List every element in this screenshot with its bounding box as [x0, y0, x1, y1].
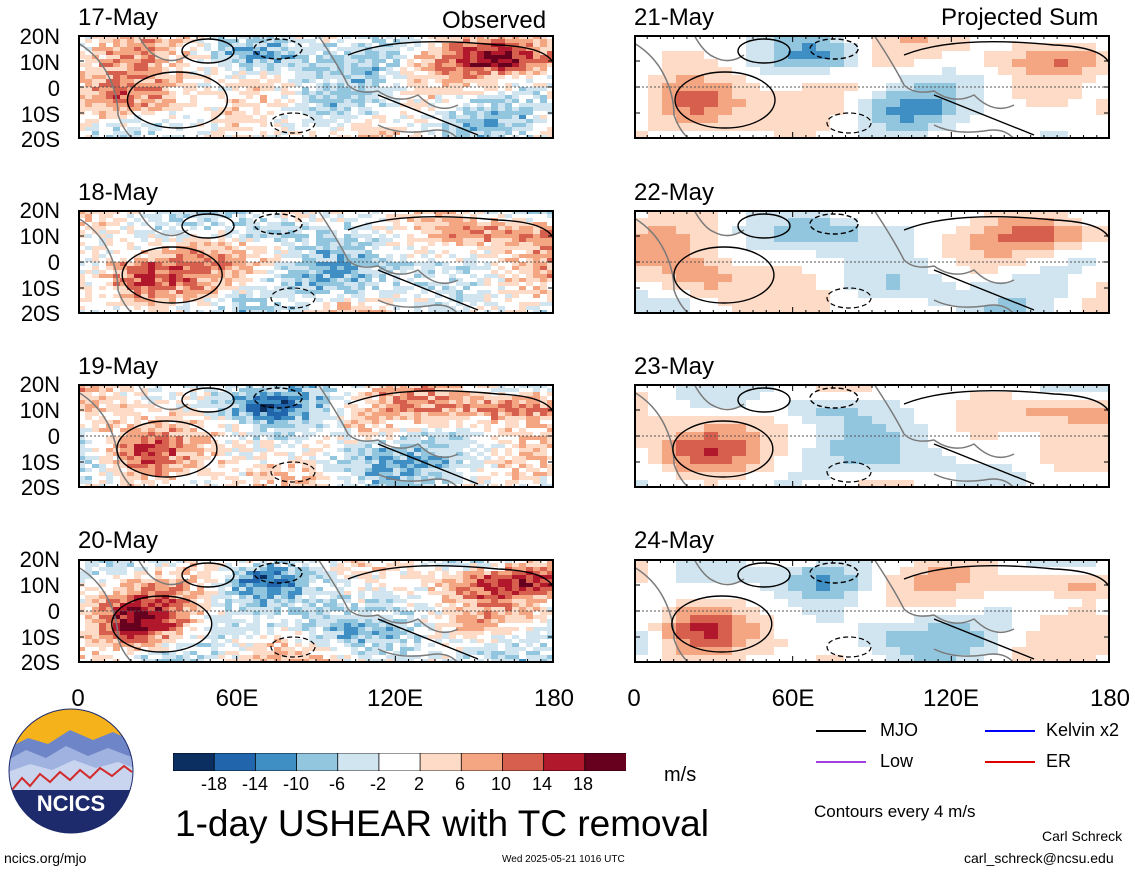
colorbar-units: m/s: [664, 764, 697, 786]
footer-email[interactable]: carl_schreck@ncsu.edu: [964, 850, 1114, 866]
colorbar-swatch: [337, 753, 380, 771]
legend-label-er: ER: [1046, 751, 1072, 771]
map-panel-observed-2: [78, 210, 554, 314]
lat-label: 20S: [20, 301, 60, 326]
lat-label: 10S: [20, 625, 60, 650]
map-panel-projected-2: [634, 210, 1110, 314]
legend-label-kelvin: Kelvin x2: [1046, 720, 1120, 740]
colorbar-label: -14: [241, 774, 268, 794]
lon-label: 180: [533, 685, 575, 712]
lon-label: 180: [1089, 685, 1131, 712]
lat-label: 10S: [20, 450, 60, 475]
colorbar-swatch: [460, 753, 504, 771]
lat-label: 0: [47, 599, 60, 624]
date-label-left-4: 20-May: [78, 527, 159, 554]
legend-swatch-low: [816, 761, 866, 763]
colorbar-label: 18: [572, 774, 594, 794]
map-panel-projected-1: [634, 35, 1110, 139]
legend-swatch-kelvin: [985, 730, 1035, 732]
colorbar-label: -6: [328, 774, 345, 794]
lat-label: 0: [47, 250, 60, 275]
colorbar-label: -2: [369, 774, 386, 794]
lat-label: 0: [47, 76, 60, 101]
map-panel-observed-3: [78, 384, 554, 488]
lon-label: 120E: [366, 685, 424, 712]
map-panel-projected-4: [634, 559, 1110, 663]
date-label-right-1: 21-May: [634, 4, 715, 31]
colorbar-label: 6: [454, 774, 465, 794]
lat-label: 10S: [20, 102, 60, 127]
date-label-left-2: 18-May: [78, 179, 159, 206]
observed-header: Observed: [442, 7, 547, 34]
date-label-right-3: 23-May: [634, 353, 715, 380]
colorbar-swatch: [584, 753, 626, 771]
colorbar-swatch: [543, 753, 586, 771]
lat-label: 20N: [19, 198, 60, 223]
lon-label: 120E: [922, 685, 980, 712]
projected-sum-header: Projected Sum: [941, 4, 1099, 31]
lat-label: 10N: [19, 224, 60, 249]
colorbar-swatch: [502, 753, 545, 771]
colorbar-label: 2: [413, 774, 424, 794]
legend-swatch-mjo: [816, 730, 866, 732]
footer-timestamp: Wed 2025-05-21 1016 UTC: [502, 854, 625, 865]
map-panel-observed-1: [78, 35, 554, 139]
map-panel-projected-3: [634, 384, 1110, 488]
lat-label: 20N: [19, 24, 60, 49]
lat-label: 10N: [19, 50, 60, 75]
colorbar-swatch: [296, 753, 339, 771]
date-label-left-3: 19-May: [78, 353, 159, 380]
lon-label: 60E: [771, 685, 815, 712]
colorbar-swatch: [213, 753, 257, 771]
colorbar-label: 14: [531, 774, 553, 794]
lat-label: 20N: [19, 372, 60, 397]
lon-label: 0: [627, 685, 641, 712]
map-panel-observed-4: [78, 559, 554, 663]
footer-author: Carl Schreck: [1042, 828, 1123, 844]
lat-label: 10S: [20, 276, 60, 301]
lat-label: 20S: [20, 475, 60, 500]
ncics-logo: NCICS: [8, 708, 134, 834]
lat-label: 20N: [19, 547, 60, 572]
logo-text: NCICS: [37, 791, 105, 816]
colorbar-swatch: [173, 753, 216, 771]
lat-label: 0: [47, 424, 60, 449]
lon-label: 60E: [215, 685, 259, 712]
date-label-right-2: 22-May: [634, 179, 715, 206]
lat-label: 10N: [19, 573, 60, 598]
colorbar-label: 10: [490, 774, 512, 794]
date-label-right-4: 24-May: [634, 527, 715, 554]
lat-label: 10N: [19, 398, 60, 423]
colorbar-label: -18: [200, 774, 227, 794]
footer-url[interactable]: ncics.org/mjo: [4, 850, 87, 866]
lat-label: 20S: [20, 650, 60, 675]
colorbar-label: -10: [282, 774, 309, 794]
lat-label: 20S: [20, 127, 60, 152]
legend-label-mjo: MJO: [880, 720, 918, 740]
colorbar-swatch: [419, 753, 463, 771]
legend-swatch-er: [985, 761, 1035, 763]
figure-title: 1-day USHEAR with TC removal: [175, 803, 709, 844]
date-label-left-1: 17-May: [78, 4, 159, 31]
contour-note: Contours every 4 m/s: [814, 802, 976, 821]
legend-label-low: Low: [880, 751, 914, 771]
colorbar-swatch: [378, 753, 421, 771]
lon-label: 0: [71, 685, 85, 712]
colorbar-swatch: [254, 753, 298, 771]
colorbar: [173, 753, 626, 771]
